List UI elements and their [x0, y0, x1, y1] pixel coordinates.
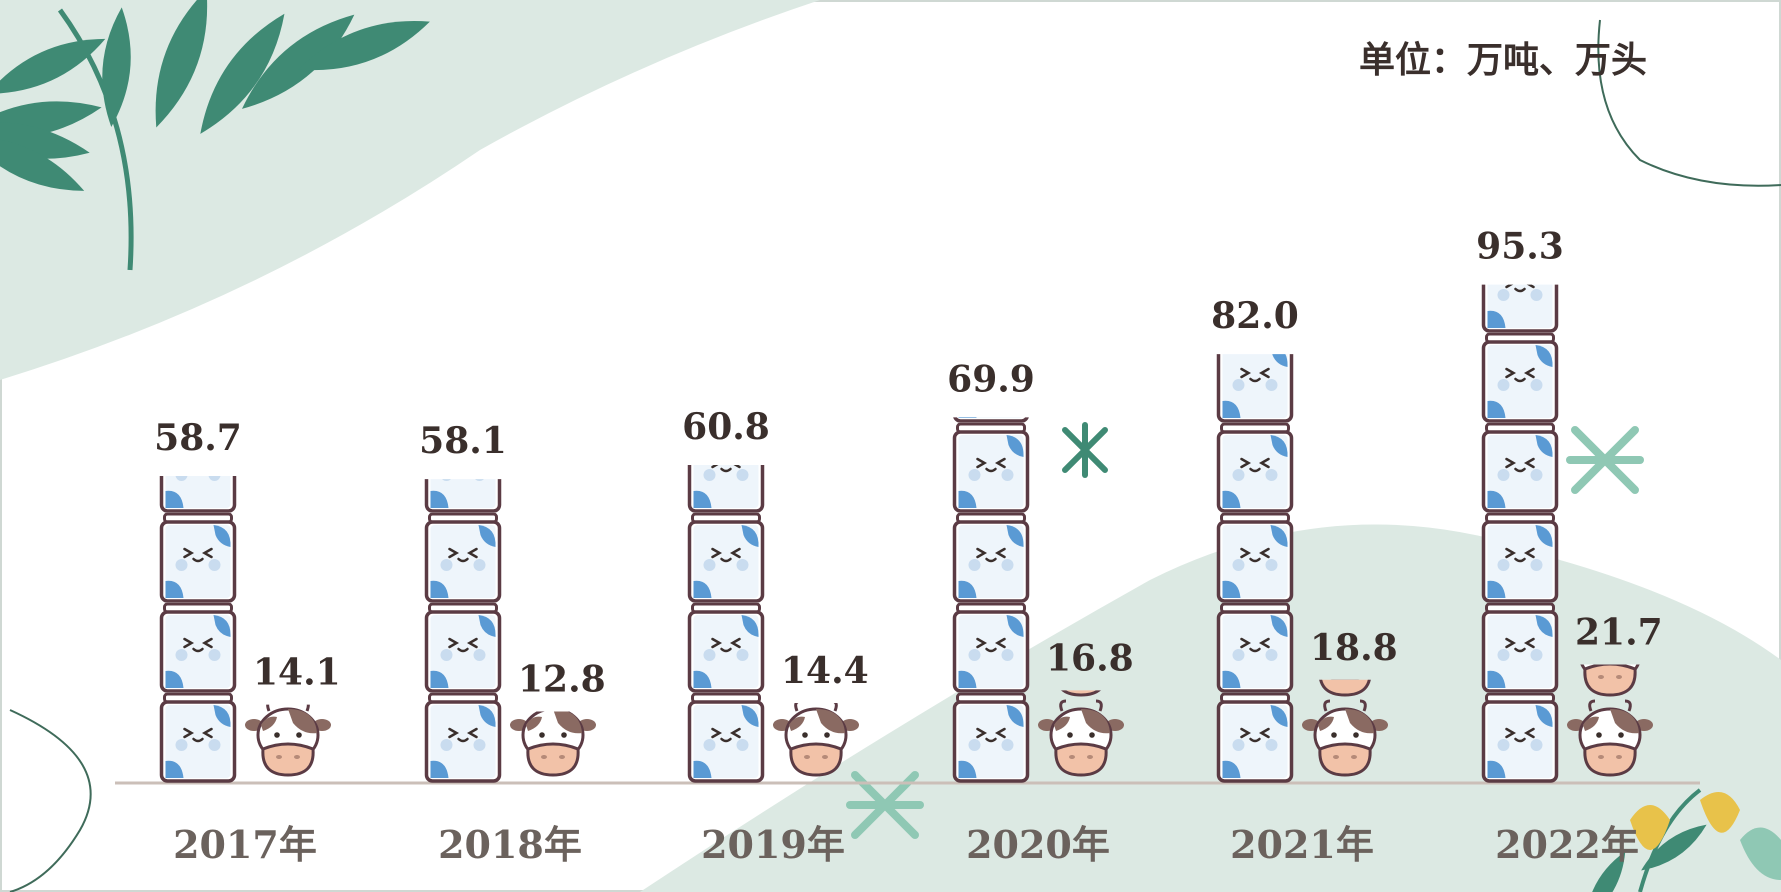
milk-bottle-icon	[159, 603, 237, 693]
milk-bottle-icon	[424, 693, 502, 783]
milk-bottle-icon	[687, 693, 765, 783]
bar-bottles-2021年	[1216, 354, 1294, 783]
cow-face-icon	[508, 711, 598, 777]
labels-layer: 58.7 14.1 2017年 58.1 12.8 2018年 60.8 14.4 2019年 6…	[154, 226, 1663, 867]
value-label-milk-2018年: 58.1	[419, 420, 507, 462]
sparkle-icon-2	[1566, 426, 1644, 494]
value-label-cattle-2017年: 14.1	[253, 652, 341, 694]
milk-bottle-icon	[952, 693, 1030, 783]
category-label-2017年: 2017年	[173, 822, 317, 867]
milk-bottle-icon	[952, 603, 1030, 693]
value-label-cattle-2018年: 12.8	[518, 658, 606, 700]
bar-bottles-2020年	[952, 417, 1030, 783]
cow-face-icon	[243, 704, 333, 777]
milk-bottle-icon	[159, 693, 237, 783]
milk-bottle-icon	[1216, 423, 1294, 513]
bar-cows-2018年	[508, 711, 598, 777]
milk-bottle-icon	[952, 423, 1030, 513]
category-label-2019年: 2019年	[701, 822, 845, 867]
milk-bottle-icon	[687, 513, 765, 603]
line-decoration-left	[9, 709, 92, 892]
palm-leaves-decoration	[0, 0, 436, 271]
category-label-2020年: 2020年	[966, 822, 1110, 867]
sparkle-icon-1	[1062, 422, 1108, 478]
sparkle-icon-3	[846, 771, 924, 839]
category-label-2022年: 2022年	[1495, 822, 1639, 867]
milk-bottle-icon	[1481, 423, 1559, 513]
bar-cows-2017年	[243, 704, 333, 777]
bar-bottles-2018年	[424, 479, 502, 783]
foliage-decoration-bottom-right	[1577, 788, 1781, 892]
milk-bottle-icon	[159, 513, 237, 603]
milk-bottle-icon	[1481, 333, 1559, 423]
value-label-cattle-2020年: 16.8	[1046, 637, 1134, 679]
value-label-milk-2019年: 60.8	[682, 406, 770, 448]
milk-bottle-icon	[1216, 603, 1294, 693]
milk-bottle-icon	[952, 513, 1030, 603]
value-label-cattle-2022年: 21.7	[1575, 611, 1663, 653]
milk-bottle-icon	[1216, 354, 1294, 423]
bar-bottles-2022年	[1481, 284, 1559, 783]
category-label-2018年: 2018年	[438, 822, 582, 867]
milk-bottle-icon	[424, 603, 502, 693]
milk-bottle-icon	[1216, 513, 1294, 603]
bar-bottles-2017年	[159, 475, 237, 783]
line-decoration-right	[1597, 19, 1781, 187]
value-label-milk-2021年: 82.0	[1211, 295, 1299, 337]
value-label-milk-2020年: 69.9	[947, 358, 1035, 400]
milk-bottle-icon	[1481, 693, 1559, 783]
milk-bottle-icon	[687, 603, 765, 693]
milk-bottle-icon	[1481, 603, 1559, 693]
value-label-cattle-2019年: 14.4	[781, 650, 869, 692]
category-label-2021年: 2021年	[1230, 822, 1374, 867]
value-label-milk-2017年: 58.7	[154, 417, 242, 459]
milk-bottle-icon	[1216, 693, 1294, 783]
milk-bottle-icon	[424, 513, 502, 603]
value-label-milk-2022年: 95.3	[1476, 226, 1564, 268]
bar-bottles-2019年	[687, 465, 765, 783]
unit-label: 单位：万吨、万头	[1359, 40, 1647, 81]
background-blob-top-left	[0, 0, 820, 380]
milk-bottle-icon	[1481, 513, 1559, 603]
value-label-cattle-2021年: 18.8	[1310, 627, 1398, 669]
